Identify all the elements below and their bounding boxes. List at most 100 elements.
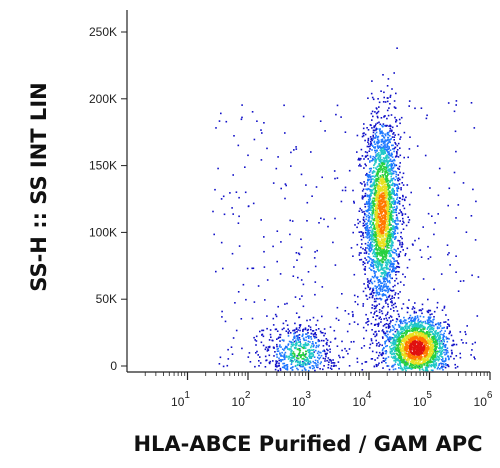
- data-point: [371, 342, 374, 344]
- data-point: [382, 188, 385, 191]
- data-point: [426, 334, 429, 336]
- data-point: [396, 254, 398, 256]
- data-point: [376, 323, 379, 325]
- data-point: [434, 345, 436, 348]
- data-point: [363, 219, 365, 221]
- data-point: [379, 195, 381, 197]
- data-point: [403, 156, 405, 159]
- data-point: [401, 331, 403, 334]
- data-point: [365, 174, 367, 176]
- data-point: [298, 327, 301, 329]
- data-point: [306, 319, 308, 322]
- data-point: [276, 353, 278, 356]
- data-point: [390, 138, 392, 140]
- data-point: [380, 298, 383, 300]
- data-point: [361, 190, 364, 192]
- data-point: [290, 349, 293, 352]
- data-point: [412, 326, 414, 329]
- data-point: [448, 187, 451, 190]
- data-point: [387, 148, 389, 150]
- data-point: [263, 250, 265, 253]
- data-point: [327, 357, 330, 359]
- data-point: [385, 249, 387, 252]
- data-point: [396, 340, 399, 343]
- data-point: [373, 250, 375, 253]
- data-point: [389, 181, 391, 184]
- data-point: [398, 165, 401, 168]
- data-point: [375, 305, 377, 308]
- data-point: [305, 358, 307, 361]
- data-point: [394, 357, 396, 360]
- data-point: [385, 345, 387, 348]
- data-point: [329, 359, 332, 361]
- data-point: [386, 183, 389, 186]
- data-point: [279, 273, 282, 275]
- data-point: [391, 227, 393, 229]
- data-point: [379, 259, 382, 262]
- data-point: [434, 337, 437, 339]
- data-point: [381, 253, 384, 255]
- data-point: [372, 230, 374, 232]
- data-point: [382, 149, 385, 152]
- data-point: [380, 139, 383, 141]
- data-point: [371, 329, 373, 331]
- data-point: [383, 289, 385, 291]
- data-point: [431, 331, 434, 333]
- data-point: [385, 196, 388, 199]
- data-point: [376, 218, 378, 220]
- data-point: [399, 359, 402, 361]
- data-point: [387, 260, 389, 263]
- data-point: [431, 326, 433, 329]
- data-point: [373, 235, 375, 237]
- data-point: [263, 122, 265, 124]
- data-point: [438, 327, 441, 329]
- data-point: [398, 367, 400, 369]
- data-point: [434, 351, 437, 353]
- data-point: [417, 320, 419, 322]
- data-point: [398, 341, 401, 344]
- data-point: [325, 342, 328, 345]
- data-point: [391, 200, 394, 203]
- data-point: [420, 325, 422, 328]
- data-point: [427, 320, 429, 323]
- data-point: [438, 167, 441, 170]
- data-point: [431, 337, 434, 340]
- data-point: [299, 351, 301, 354]
- data-point: [381, 125, 384, 128]
- data-point: [405, 369, 407, 372]
- data-point: [470, 215, 473, 217]
- data-point: [380, 194, 383, 197]
- data-point: [280, 354, 282, 356]
- data-point: [374, 331, 376, 333]
- data-point: [366, 175, 369, 178]
- data-point: [302, 352, 304, 354]
- data-point: [378, 121, 380, 124]
- data-point: [287, 335, 290, 337]
- data-point: [401, 350, 404, 352]
- data-point: [384, 192, 386, 194]
- data-point: [392, 133, 394, 135]
- data-point: [388, 170, 390, 172]
- data-point: [388, 169, 390, 171]
- data-point: [392, 357, 394, 359]
- data-point: [378, 155, 380, 158]
- data-point: [308, 348, 310, 351]
- data-point: [365, 251, 368, 253]
- data-point: [440, 355, 442, 357]
- data-point: [391, 156, 394, 158]
- data-point: [387, 303, 389, 306]
- data-point: [274, 368, 277, 371]
- data-point: [413, 327, 415, 330]
- data-point: [384, 274, 386, 277]
- data-point: [284, 183, 287, 185]
- data-point: [394, 252, 396, 254]
- data-point: [386, 145, 389, 147]
- data-point: [370, 190, 373, 193]
- data-point: [402, 337, 405, 340]
- data-point: [249, 361, 252, 363]
- data-point: [397, 266, 400, 268]
- data-point: [363, 224, 366, 226]
- data-point: [384, 258, 386, 261]
- data-point: [368, 282, 371, 285]
- data-point: [299, 342, 302, 345]
